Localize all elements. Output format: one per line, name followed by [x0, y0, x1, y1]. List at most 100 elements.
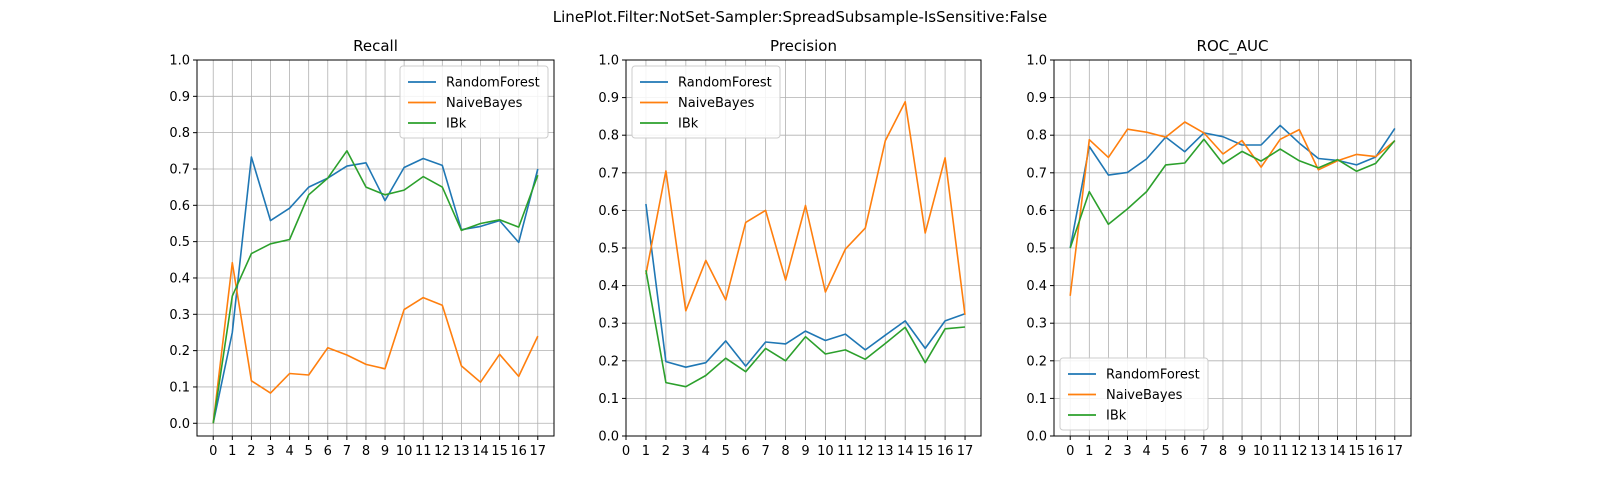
chart-1-xtick-label: 17 — [957, 444, 974, 459]
chart-2-ytick-label: 0.4 — [1026, 279, 1047, 294]
chart-0-xtick-label: 12 — [434, 444, 451, 459]
chart-1-ytick-label: 0.2 — [598, 354, 619, 369]
chart-1-xtick-label: 16 — [937, 444, 954, 459]
chart-2-xtick-label: 9 — [1238, 444, 1246, 459]
chart-1-xtick-label: 5 — [722, 444, 730, 459]
chart-0-xtick-label: 0 — [209, 444, 217, 459]
chart-0-ytick-label: 0.0 — [169, 417, 190, 432]
chart-1-series-naivebayes — [645, 100, 966, 316]
chart-1-xtick-label: 2 — [662, 444, 670, 459]
chart-0-xtick-label: 10 — [396, 444, 413, 459]
chart-1-legend-label-ibk: IBk — [678, 117, 699, 132]
chart-0-legend-label-ibk: IBk — [446, 117, 467, 132]
chart-2-xtick-label: 2 — [1104, 444, 1112, 459]
chart-1-xtick-label: 3 — [682, 444, 690, 459]
chart-2-legend: RandomForest NaiveBayes IBk — [1059, 357, 1209, 431]
chart-0-xtick-label: 15 — [491, 444, 508, 459]
chart-0-ytick-label: 0.1 — [169, 380, 190, 395]
chart-2-series-ibk — [1069, 138, 1396, 249]
chart-2-xtick-label: 10 — [1253, 444, 1270, 459]
chart-2-xtick-label: 1 — [1085, 444, 1093, 459]
chart-1-ytick-label: 0.7 — [598, 166, 619, 181]
chart-0-xtick-label: 4 — [285, 444, 293, 459]
chart-1-xtick-label: 12 — [857, 444, 874, 459]
chart-0-xtick-label: 9 — [381, 444, 389, 459]
chart-0-xtick-label: 3 — [266, 444, 274, 459]
chart-2-xtick-label: 12 — [1291, 444, 1308, 459]
chart-0-axes-frame — [196, 59, 555, 437]
chart-0-title: Recall — [353, 37, 398, 55]
chart-1-ytick-label: 0.9 — [598, 91, 619, 106]
chart-1-series-ibk — [645, 270, 966, 388]
chart-2-legend-label-naivebayes: NaiveBayes — [1106, 388, 1183, 403]
chart-1-ytick-label: 0.5 — [598, 242, 619, 257]
chart-2-ytick-label: 1.0 — [1026, 54, 1047, 69]
chart-0-xtick-label: 13 — [453, 444, 470, 459]
figure-suptitle: LinePlot.Filter:NotSet-Sampler:SpreadSub… — [553, 8, 1047, 26]
chart-1-legend: RandomForest NaiveBayes IBk — [631, 65, 781, 139]
chart-2-ytick-label: 0.7 — [1026, 166, 1047, 181]
chart-0-ytick-label: 0.2 — [169, 344, 190, 359]
chart-1-xtick-label: 10 — [817, 444, 834, 459]
chart-2-ytick-label: 0.6 — [1026, 204, 1047, 219]
chart-0-xtick-label: 14 — [472, 444, 489, 459]
chart-0-ytick-label: 0.5 — [169, 235, 190, 250]
chart-2-xtick-label: 3 — [1123, 444, 1131, 459]
chart-1-series-randomforest — [645, 203, 966, 369]
chart-0-ytick-label: 0.3 — [169, 308, 190, 323]
chart-1-ytick-label: 0.1 — [598, 392, 619, 407]
chart-0-xtick-label: 17 — [529, 444, 546, 459]
chart-1-xtick-label: 14 — [897, 444, 914, 459]
chart-2-ytick-label: 0.0 — [1026, 430, 1047, 445]
chart-0-xtick-label: 16 — [510, 444, 527, 459]
chart-1-xtick-label: 6 — [742, 444, 750, 459]
chart-0-series-ibk — [212, 150, 539, 424]
chart-0-ytick-label: 0.4 — [169, 271, 190, 286]
chart-2-ytick-label: 0.3 — [1026, 317, 1047, 332]
chart-0-legend-label-naivebayes: NaiveBayes — [446, 96, 523, 111]
chart-1-xtick-label: 15 — [917, 444, 934, 459]
chart-2-xtick-label: 17 — [1386, 444, 1403, 459]
chart-2-xtick-label: 11 — [1272, 444, 1289, 459]
chart-1-ytick-label: 0.8 — [598, 129, 619, 144]
chart-2-ytick-label: 0.8 — [1026, 129, 1047, 144]
chart-0-legend: RandomForest NaiveBayes IBk — [399, 65, 549, 139]
chart-1-xtick-label: 7 — [761, 444, 769, 459]
chart-0-series-naivebayes — [212, 261, 539, 424]
chart-0-xtick-label: 1 — [228, 444, 236, 459]
chart-0-ytick-label: 0.7 — [169, 162, 190, 177]
chart-2-ytick-label: 0.2 — [1026, 354, 1047, 369]
chart-0-xtick-label: 6 — [324, 444, 332, 459]
chart-2-legend-box — [1059, 357, 1209, 431]
chart-2-title: ROC_AUC — [1197, 37, 1269, 56]
chart-0-series-randomforest — [212, 156, 539, 424]
chart-2-series-randomforest — [1069, 124, 1396, 249]
chart-0-legend-box — [399, 65, 549, 139]
chart-1-title: Precision — [770, 37, 837, 55]
chart-0-legend-label-randomforest: RandomForest — [446, 76, 540, 91]
chart-0-xtick-label: 2 — [247, 444, 255, 459]
chart-2-series-naivebayes — [1069, 121, 1396, 296]
chart-2-ytick-label: 0.5 — [1026, 242, 1047, 257]
chart-2-xtick-label: 15 — [1348, 444, 1365, 459]
chart-2-xtick-label: 16 — [1367, 444, 1384, 459]
chart-1-xtick-label: 1 — [642, 444, 650, 459]
chart-1-ytick-label: 0.4 — [598, 279, 619, 294]
chart-1-ytick-label: 1.0 — [598, 54, 619, 69]
chart-2-xtick-label: 4 — [1142, 444, 1150, 459]
chart-0-xtick-label: 11 — [415, 444, 432, 459]
chart-2-xtick-label: 8 — [1219, 444, 1227, 459]
chart-1-legend-label-randomforest: RandomForest — [678, 76, 772, 91]
chart-2-legend-label-ibk: IBk — [1106, 409, 1127, 424]
chart-1-ytick-label: 0.6 — [598, 204, 619, 219]
chart-1-xtick-label: 11 — [837, 444, 854, 459]
chart-0-ytick-label: 0.8 — [169, 126, 190, 141]
chart-1-xtick-label: 8 — [781, 444, 789, 459]
chart-0-ytick-label: 1.0 — [169, 54, 190, 69]
chart-0-xtick-label: 8 — [362, 444, 370, 459]
chart-2-legend-label-randomforest: RandomForest — [1106, 368, 1200, 383]
